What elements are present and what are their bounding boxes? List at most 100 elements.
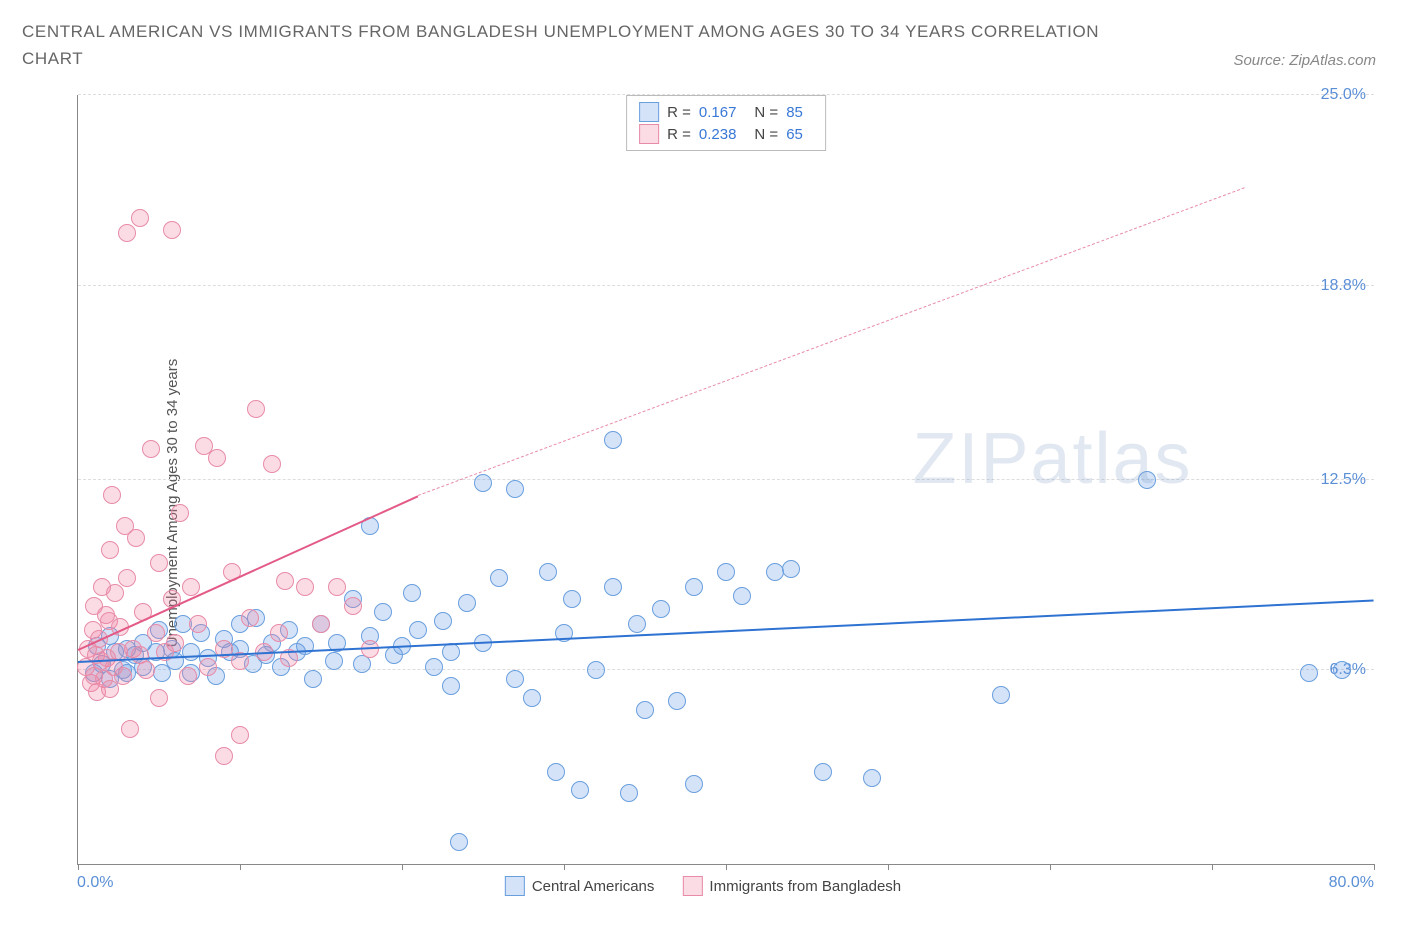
data-point	[474, 474, 492, 492]
data-point	[604, 431, 622, 449]
x-tick	[1050, 864, 1051, 870]
y-tick-label: 25.0%	[1321, 86, 1366, 104]
n-value-2: 65	[786, 126, 803, 143]
data-point	[1333, 661, 1351, 679]
data-point	[163, 221, 181, 239]
data-point	[458, 594, 476, 612]
data-point	[270, 624, 288, 642]
gridline	[78, 285, 1374, 286]
bottom-legend: Central Americans Immigrants from Bangla…	[505, 876, 901, 896]
data-point	[131, 209, 149, 227]
data-point	[353, 655, 371, 673]
x-tick	[402, 864, 403, 870]
data-point	[171, 504, 189, 522]
data-point	[114, 667, 132, 685]
data-point	[1300, 664, 1318, 682]
y-tick-label: 18.8%	[1321, 277, 1366, 295]
stats-legend-box: R = 0.167 N = 85 R = 0.238 N = 65	[626, 95, 826, 151]
x-tick	[1374, 864, 1375, 870]
r-value-2: 0.238	[699, 126, 737, 143]
data-point	[685, 578, 703, 596]
legend-item-1: Central Americans	[505, 876, 655, 896]
x-tick	[1212, 864, 1213, 870]
data-point	[604, 578, 622, 596]
data-point	[150, 689, 168, 707]
x-tick	[888, 864, 889, 870]
data-point	[106, 584, 124, 602]
data-point	[506, 670, 524, 688]
source-attribution: Source: ZipAtlas.com	[1233, 52, 1376, 69]
legend-label-1: Central Americans	[532, 878, 655, 895]
trend-line	[418, 187, 1245, 496]
data-point	[247, 400, 265, 418]
n-label: N =	[754, 104, 778, 121]
swatch-series1	[639, 102, 659, 122]
data-point	[312, 615, 330, 633]
data-point	[199, 658, 217, 676]
data-point	[208, 449, 226, 467]
data-point	[685, 775, 703, 793]
data-point	[276, 572, 294, 590]
data-point	[403, 584, 421, 602]
data-point	[539, 563, 557, 581]
data-point	[587, 661, 605, 679]
data-point	[733, 587, 751, 605]
data-point	[547, 763, 565, 781]
r-value-1: 0.167	[699, 104, 737, 121]
data-point	[328, 578, 346, 596]
data-point	[1138, 471, 1156, 489]
data-point	[992, 686, 1010, 704]
data-point	[425, 658, 443, 676]
swatch-series2-b	[682, 876, 702, 896]
stats-row-2: R = 0.238 N = 65	[639, 123, 813, 145]
data-point	[166, 634, 184, 652]
data-point	[442, 677, 460, 695]
n-value-1: 85	[786, 104, 803, 121]
data-point	[434, 612, 452, 630]
data-point	[103, 486, 121, 504]
data-point	[863, 769, 881, 787]
data-point	[263, 455, 281, 473]
legend-label-2: Immigrants from Bangladesh	[709, 878, 901, 895]
r-label: R =	[667, 104, 691, 121]
chart-container: Unemployment Among Ages 30 to 34 years Z…	[22, 95, 1384, 910]
data-point	[147, 624, 165, 642]
data-point	[490, 569, 508, 587]
data-point	[150, 554, 168, 572]
data-point	[189, 615, 207, 633]
data-point	[118, 224, 136, 242]
swatch-series1-b	[505, 876, 525, 896]
data-point	[344, 597, 362, 615]
data-point	[506, 480, 524, 498]
x-tick	[564, 864, 565, 870]
data-point	[304, 670, 322, 688]
data-point	[409, 621, 427, 639]
data-point	[523, 689, 541, 707]
data-point	[717, 563, 735, 581]
data-point	[325, 652, 343, 670]
data-point	[563, 590, 581, 608]
data-point	[127, 529, 145, 547]
x-tick	[240, 864, 241, 870]
data-point	[628, 615, 646, 633]
data-point	[766, 563, 784, 581]
data-point	[142, 440, 160, 458]
x-max-label: 80.0%	[1329, 874, 1374, 892]
data-point	[101, 541, 119, 559]
data-point	[179, 667, 197, 685]
data-point	[620, 784, 638, 802]
data-point	[571, 781, 589, 799]
data-point	[118, 569, 136, 587]
legend-item-2: Immigrants from Bangladesh	[682, 876, 901, 896]
r-label2: R =	[667, 126, 691, 143]
data-point	[814, 763, 832, 781]
x-min-label: 0.0%	[77, 874, 113, 892]
chart-title: CENTRAL AMERICAN VS IMMIGRANTS FROM BANG…	[22, 18, 1122, 72]
x-tick	[78, 864, 79, 870]
data-point	[782, 560, 800, 578]
gridline	[78, 479, 1374, 480]
data-point	[137, 661, 155, 679]
data-point	[652, 600, 670, 618]
data-point	[241, 609, 259, 627]
data-point	[636, 701, 654, 719]
